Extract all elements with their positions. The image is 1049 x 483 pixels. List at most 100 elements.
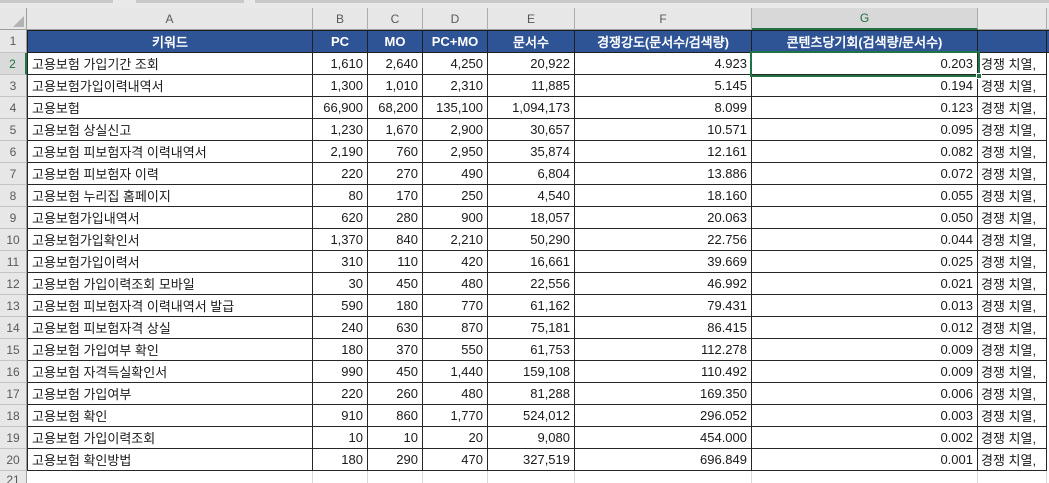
cell-mo[interactable]: 450 xyxy=(368,273,423,295)
cell-pc[interactable]: 910 xyxy=(313,405,368,427)
cell-opportunity[interactable]: 0.013 xyxy=(752,295,978,317)
cell-overflow[interactable]: 경쟁 치열, xyxy=(978,449,1047,471)
select-all-button[interactable] xyxy=(0,8,27,30)
cell-competition[interactable]: 169.350 xyxy=(575,383,752,405)
cell-keyword[interactable]: 고용보험 상실신고 xyxy=(27,119,313,141)
header-keyword[interactable]: 키워드 xyxy=(27,30,313,53)
cell-opportunity[interactable]: 0.003 xyxy=(752,405,978,427)
cell-keyword[interactable]: 고용보험가입이력서 xyxy=(27,251,313,273)
row-header[interactable]: 13 xyxy=(0,295,27,317)
cell-keyword[interactable]: 고용보험 가입이력조회 모바일 xyxy=(27,273,313,295)
cell-opportunity[interactable]: 0.095 xyxy=(752,119,978,141)
cell-pc[interactable]: 1,300 xyxy=(313,75,368,97)
cell-overflow[interactable]: 경쟁 치열, xyxy=(978,251,1047,273)
cell-opportunity[interactable]: 0.021 xyxy=(752,273,978,295)
cell-competition[interactable]: 454.000 xyxy=(575,427,752,449)
empty-cell[interactable] xyxy=(488,471,575,483)
cell-opportunity[interactable]: 0.055 xyxy=(752,185,978,207)
header-opportunity[interactable]: 콘텐츠당기회(검색량/문서수) xyxy=(752,30,978,53)
cell-mo[interactable]: 760 xyxy=(368,141,423,163)
cell-docs[interactable]: 20,922 xyxy=(488,53,575,75)
cell-keyword[interactable]: 고용보험 가입여부 xyxy=(27,383,313,405)
cell-keyword[interactable]: 고용보험 확인방법 xyxy=(27,449,313,471)
cell-overflow[interactable]: 경쟁 치열, xyxy=(978,75,1047,97)
row-header[interactable]: 15 xyxy=(0,339,27,361)
cell-opportunity[interactable]: 0.203 xyxy=(752,53,978,75)
cell-overflow[interactable]: 경쟁 치열, xyxy=(978,119,1047,141)
cell-competition[interactable]: 86.415 xyxy=(575,317,752,339)
cell-pc[interactable]: 990 xyxy=(313,361,368,383)
column-header-g[interactable]: G xyxy=(752,8,978,30)
cell-docs[interactable]: 4,540 xyxy=(488,185,575,207)
cell-mo[interactable]: 170 xyxy=(368,185,423,207)
column-header-e[interactable]: E xyxy=(488,8,575,30)
header-competition[interactable]: 경쟁강도(문서수/검색량) xyxy=(575,30,752,53)
header-mo[interactable]: MO xyxy=(368,30,423,53)
row-header[interactable]: 5 xyxy=(0,119,27,141)
cell-pcmo[interactable]: 2,950 xyxy=(423,141,488,163)
cell-pcmo[interactable]: 20 xyxy=(423,427,488,449)
row-header-1[interactable]: 1 xyxy=(0,30,27,53)
cell-docs[interactable]: 30,657 xyxy=(488,119,575,141)
row-header[interactable]: 17 xyxy=(0,383,27,405)
column-header-c[interactable]: C xyxy=(368,8,423,30)
cell-mo[interactable]: 840 xyxy=(368,229,423,251)
cell-mo[interactable]: 630 xyxy=(368,317,423,339)
row-header[interactable]: 12 xyxy=(0,273,27,295)
row-header[interactable]: 4 xyxy=(0,97,27,119)
cell-keyword[interactable]: 고용보험 피보험자격 이력내역서 xyxy=(27,141,313,163)
cell-opportunity[interactable]: 0.009 xyxy=(752,339,978,361)
cell-opportunity[interactable]: 0.194 xyxy=(752,75,978,97)
empty-cell[interactable] xyxy=(368,471,423,483)
cell-docs[interactable]: 16,661 xyxy=(488,251,575,273)
cell-overflow[interactable]: 경쟁 치열, xyxy=(978,229,1047,251)
cell-keyword[interactable]: 고용보험 피보험자격 이력내역서 발급 xyxy=(27,295,313,317)
cell-pc[interactable]: 2,190 xyxy=(313,141,368,163)
cell-opportunity[interactable]: 0.050 xyxy=(752,207,978,229)
row-header[interactable]: 7 xyxy=(0,163,27,185)
row-header[interactable]: 20 xyxy=(0,449,27,471)
cell-pcmo[interactable]: 2,900 xyxy=(423,119,488,141)
cell-pcmo[interactable]: 4,250 xyxy=(423,53,488,75)
cell-competition[interactable]: 79.431 xyxy=(575,295,752,317)
cell-overflow[interactable]: 경쟁 치열, xyxy=(978,163,1047,185)
cell-keyword[interactable]: 고용보험 피보험자 이력 xyxy=(27,163,313,185)
cell-pc[interactable]: 1,230 xyxy=(313,119,368,141)
cell-competition[interactable]: 8.099 xyxy=(575,97,752,119)
header-extra[interactable] xyxy=(978,30,1047,53)
cell-competition[interactable]: 12.161 xyxy=(575,141,752,163)
cell-keyword[interactable]: 고용보험 피보험자격 상실 xyxy=(27,317,313,339)
cell-pc[interactable]: 310 xyxy=(313,251,368,273)
cell-keyword[interactable]: 고용보험 누리집 홈페이지 xyxy=(27,185,313,207)
cell-docs[interactable]: 18,057 xyxy=(488,207,575,229)
cell-mo[interactable]: 860 xyxy=(368,405,423,427)
column-header-h[interactable] xyxy=(978,8,1047,30)
cell-keyword[interactable]: 고용보험가입이력내역서 xyxy=(27,75,313,97)
cell-docs[interactable]: 81,288 xyxy=(488,383,575,405)
cell-overflow[interactable]: 경쟁 치열, xyxy=(978,53,1047,75)
cell-pcmo[interactable]: 870 xyxy=(423,317,488,339)
cell-opportunity[interactable]: 0.001 xyxy=(752,449,978,471)
row-header[interactable]: 2 xyxy=(0,53,27,75)
cell-opportunity[interactable]: 0.082 xyxy=(752,141,978,163)
cell-docs[interactable]: 9,080 xyxy=(488,427,575,449)
cell-opportunity[interactable]: 0.012 xyxy=(752,317,978,339)
cell-competition[interactable]: 10.571 xyxy=(575,119,752,141)
header-pcmo[interactable]: PC+MO xyxy=(423,30,488,53)
row-header[interactable]: 9 xyxy=(0,207,27,229)
cell-keyword[interactable]: 고용보험 확인 xyxy=(27,405,313,427)
cell-mo[interactable]: 1,670 xyxy=(368,119,423,141)
cell-pcmo[interactable]: 420 xyxy=(423,251,488,273)
column-header-d[interactable]: D xyxy=(423,8,488,30)
cell-competition[interactable]: 4.923 xyxy=(575,53,752,75)
cell-opportunity[interactable]: 0.072 xyxy=(752,163,978,185)
cell-docs[interactable]: 524,012 xyxy=(488,405,575,427)
empty-cell[interactable] xyxy=(27,471,313,483)
cell-mo[interactable]: 280 xyxy=(368,207,423,229)
cell-pcmo[interactable]: 490 xyxy=(423,163,488,185)
cell-competition[interactable]: 18.160 xyxy=(575,185,752,207)
cell-docs[interactable]: 159,108 xyxy=(488,361,575,383)
cell-keyword[interactable]: 고용보험 자격득실확인서 xyxy=(27,361,313,383)
cell-keyword[interactable]: 고용보험 가입여부 확인 xyxy=(27,339,313,361)
cell-competition[interactable]: 39.669 xyxy=(575,251,752,273)
